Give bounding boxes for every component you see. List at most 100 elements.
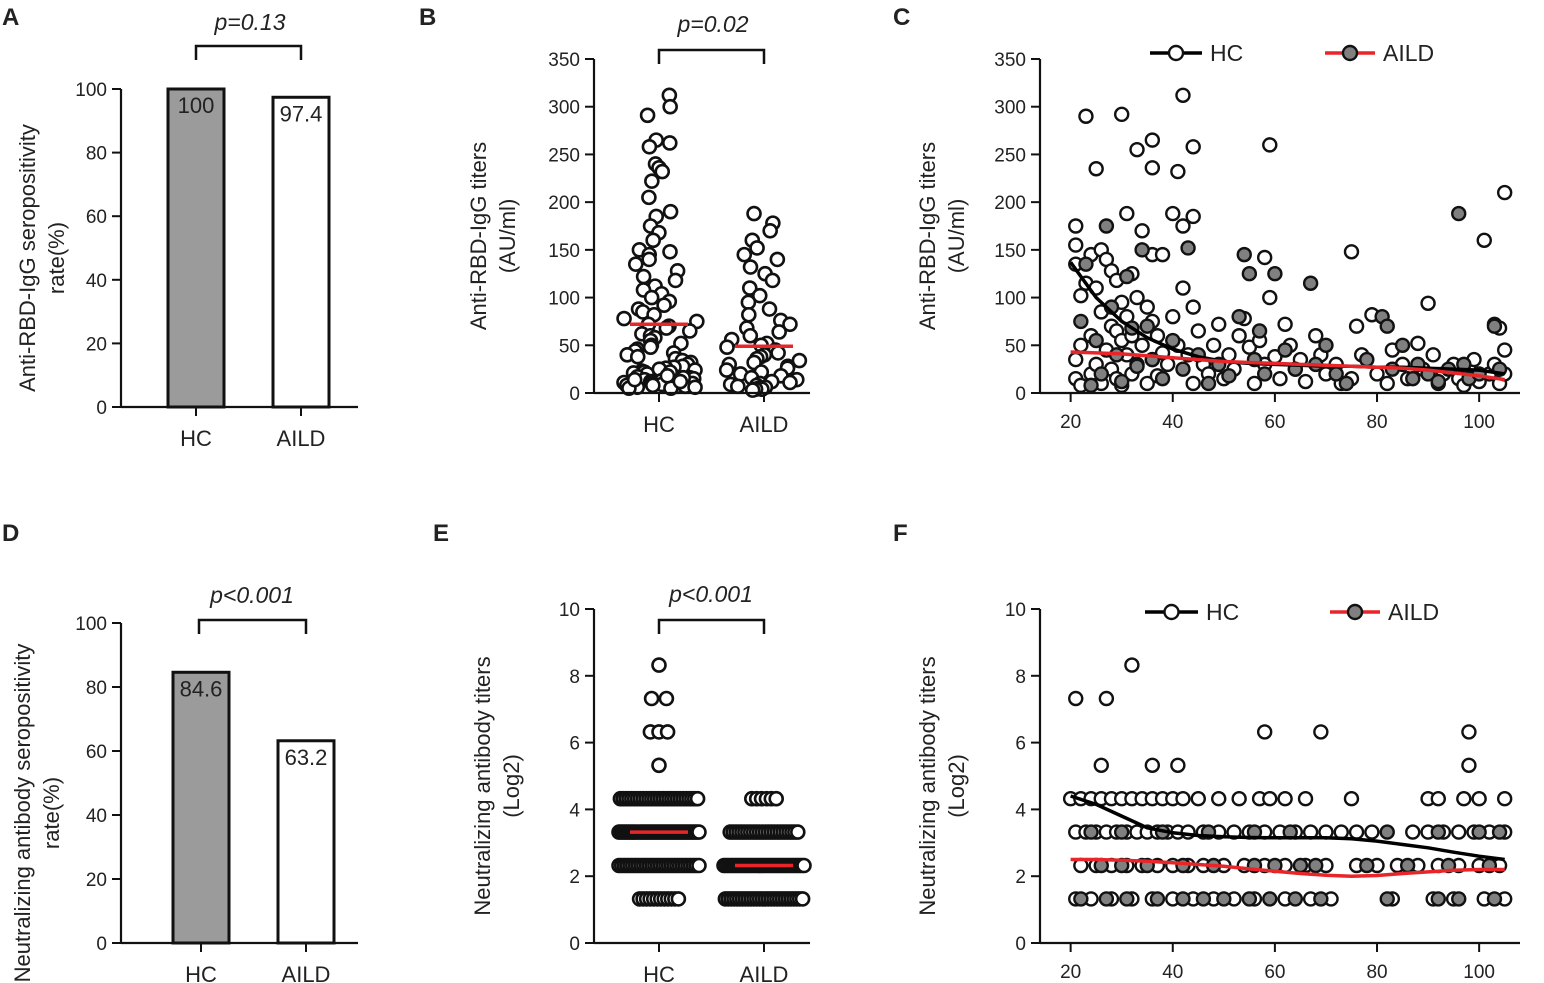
y-tick-label: 150 [994, 241, 1026, 262]
data-point-hc [689, 790, 706, 807]
data-point-aild [736, 246, 753, 263]
data-point-hc [1211, 316, 1227, 332]
data-point-aild [1180, 240, 1196, 256]
data-point-hc [1231, 328, 1247, 344]
data-point-hc [661, 135, 678, 151]
data-point-hc [1343, 791, 1360, 807]
data-point-aild [1491, 824, 1508, 840]
y-tick-label: 8 [569, 667, 580, 688]
data-point-aild [1486, 891, 1503, 907]
data-point-hc [1379, 375, 1395, 392]
data-point-hc [687, 379, 703, 396]
data-point-aild [789, 824, 806, 840]
y-axis-title-line: (Log2) [944, 754, 969, 818]
data-point-hc [659, 368, 676, 384]
data-point-aild [1277, 342, 1293, 358]
data-point-hc [1124, 657, 1140, 673]
chart-panel-F: F Neutralizing antibody titers (Log2) 0 2 4 6 8… [893, 520, 1520, 983]
data-point-hc [1211, 791, 1227, 807]
data-point-aild [1379, 824, 1395, 840]
x-tick-label: 40 [1162, 962, 1183, 983]
legend-marker-aild [1341, 44, 1359, 62]
y-tick-label: 80 [86, 678, 107, 699]
data-point-aild [1338, 375, 1355, 392]
data-point-aild [769, 251, 786, 268]
data-point-hc [1410, 335, 1426, 352]
x-tick-label: 60 [1264, 962, 1285, 983]
y-tick-label: 0 [1015, 934, 1026, 955]
data-point-hc [1496, 791, 1513, 807]
bar-aild [271, 95, 331, 409]
data-point-hc [643, 289, 660, 306]
y-tick-label: 10 [1005, 600, 1026, 621]
data-point-aild [1073, 313, 1089, 330]
y-tick-label: 60 [86, 207, 107, 228]
data-point-hc [1430, 791, 1446, 807]
data-point-hc [1348, 824, 1365, 840]
data-point-aild [1359, 857, 1375, 874]
data-point-hc [1256, 724, 1273, 740]
data-point-aild [1175, 361, 1191, 377]
data-point-aild [1451, 205, 1467, 222]
data-point-aild [718, 362, 735, 378]
data-point-aild [1292, 857, 1309, 874]
y-tick-label: 0 [96, 934, 107, 955]
data-point-aild [1241, 266, 1258, 282]
data-point-hc [1461, 724, 1477, 740]
data-point-hc [1185, 299, 1201, 315]
data-point-hc [641, 189, 657, 206]
data-point-hc [1205, 337, 1222, 353]
y-tick-label: 0 [569, 384, 580, 405]
data-point-hc [1068, 690, 1084, 707]
data-point-aild [730, 378, 746, 395]
data-point-hc [629, 348, 646, 365]
data-point-aild [762, 222, 778, 239]
data-point-aild [1175, 891, 1191, 907]
data-point-hc [1134, 337, 1150, 353]
x-tick-label: 40 [1162, 412, 1183, 433]
x-tick-label: 80 [1366, 962, 1387, 983]
data-point-aild [1073, 891, 1089, 907]
y-axis-title: Anti-RBD-IgG titers (AU/ml) [915, 142, 969, 330]
data-point-hc [641, 251, 657, 268]
data-point-hc [645, 232, 661, 249]
trend-line-aild [1070, 857, 1505, 878]
data-point-hc [1119, 205, 1135, 222]
bar-value-label: 100 [178, 93, 215, 118]
y-tick-label: 60 [86, 742, 107, 763]
data-point-aild [1114, 824, 1130, 840]
y-tick-label: 350 [548, 50, 580, 71]
x-category-label: AILD [277, 426, 326, 451]
x-tick-label: 20 [1060, 962, 1081, 983]
data-point-hc [626, 371, 643, 388]
data-point-hc [1451, 824, 1467, 840]
y-tick-label: 2 [1015, 867, 1026, 888]
bar-value-label: 84.6 [180, 676, 223, 701]
data-point-aild [1088, 332, 1104, 349]
data-point-aild [782, 316, 798, 333]
data-point-aild [1471, 824, 1487, 840]
significance-bracket [197, 618, 308, 634]
x-category-label: AILD [740, 962, 789, 983]
data-point-hc [1185, 208, 1201, 225]
data-point-aild [1114, 373, 1130, 390]
y-axis-title: Neutralizing antibody titers (Log2) [470, 656, 524, 915]
data-point-hc [1297, 373, 1314, 390]
data-point-hc [627, 256, 644, 272]
data-point-aild [1098, 891, 1115, 907]
y-tick-label: 50 [559, 336, 580, 357]
chart-panel-E: E Neutralizing antibody titers (Log2) 0 2 4 6 8… [433, 520, 812, 983]
data-point-aild [761, 301, 778, 317]
data-point-aild [1149, 891, 1166, 907]
data-point-hc [691, 824, 707, 840]
bar-value-label: 63.2 [285, 745, 328, 770]
x-tick-label: 100 [1463, 962, 1495, 983]
y-tick-label: 50 [1005, 336, 1026, 357]
y-tick-label: 300 [994, 98, 1026, 119]
data-point-hc [1277, 791, 1293, 807]
data-point-aild [782, 374, 798, 391]
data-point-hc [1180, 824, 1196, 840]
data-point-aild [751, 287, 768, 304]
y-tick-label: 200 [994, 193, 1026, 214]
x-category-label: AILD [282, 962, 331, 983]
